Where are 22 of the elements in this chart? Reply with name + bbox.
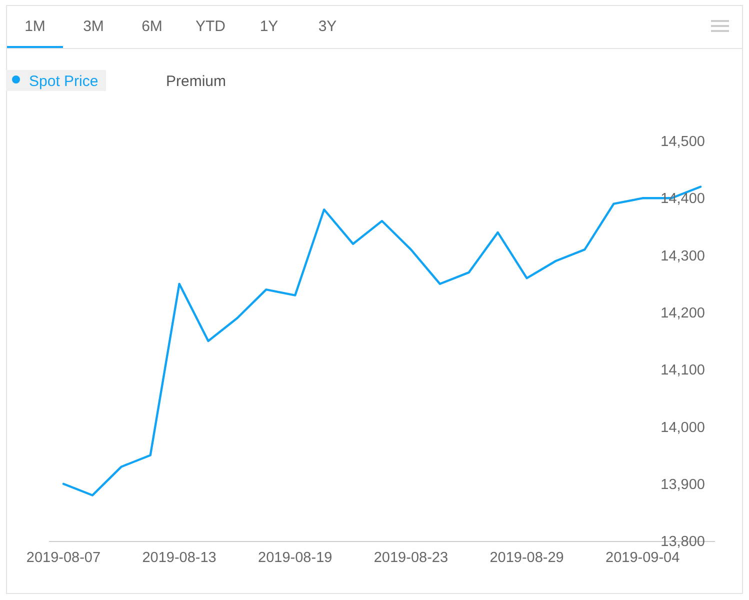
- y-tick-label: 14,400: [660, 191, 705, 208]
- x-tick-label: 2019-08-23: [374, 550, 448, 566]
- x-tick-label: 2019-09-04: [606, 550, 680, 566]
- text: 1M: [24, 18, 46, 35]
- y-tick-label: 14,500: [660, 134, 705, 150]
- x-tick-label: 2019-08-13: [142, 550, 216, 566]
- x-tick-label: 2019-08-29: [490, 550, 564, 566]
- text: Premium: [166, 73, 226, 90]
- y-tick-label: 13,900: [660, 476, 705, 493]
- y-tick-label: 14,300: [660, 248, 705, 264]
- text: 3M: [83, 18, 104, 35]
- text: 3Y: [318, 18, 337, 35]
- y-tick-label: 14,200: [660, 306, 705, 322]
- text: 6M: [142, 18, 162, 35]
- y-tick-label: 14,100: [660, 362, 705, 379]
- x-tick-label: 2019-08-07: [26, 550, 101, 566]
- x-tick-label: 2019-08-19: [258, 550, 332, 566]
- legend-label: Spot Price: [29, 73, 98, 90]
- y-tick-label: 13,800: [660, 534, 705, 550]
- text: YTD: [196, 18, 226, 35]
- text: 1Y: [260, 18, 278, 35]
- y-tick-label: 14,000: [660, 420, 705, 436]
